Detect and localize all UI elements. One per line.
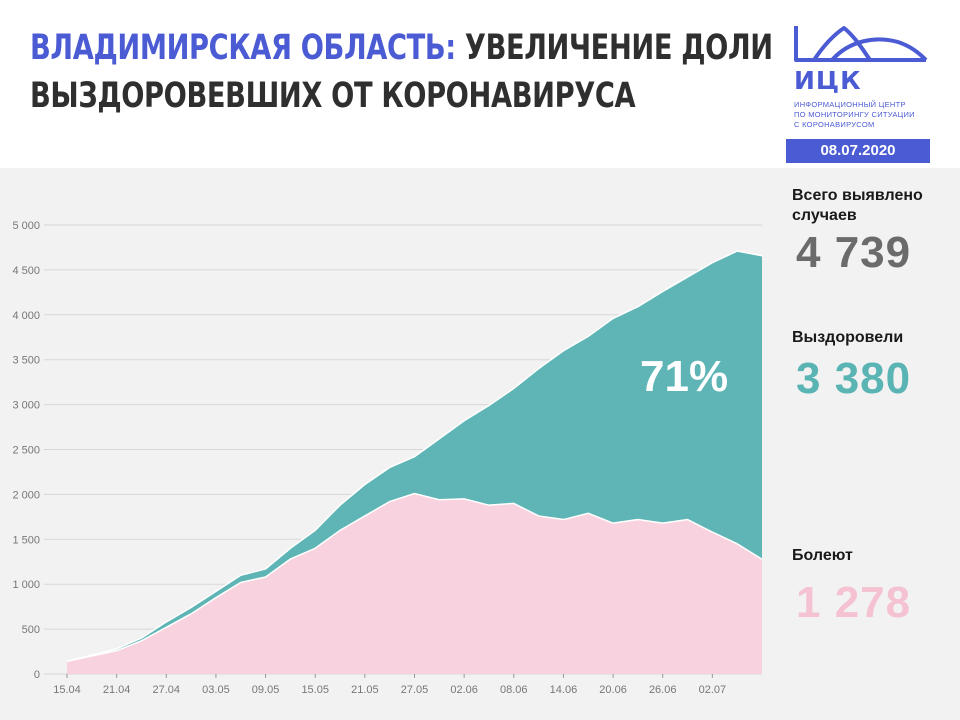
x-tick-label: 21.05 <box>351 684 379 696</box>
x-tick-label: 15.04 <box>53 684 81 696</box>
y-tick-label: 3 500 <box>12 355 40 367</box>
y-tick-label: 2 500 <box>12 445 40 457</box>
page-title: ВЛАДИМИРСКАЯ ОБЛАСТЬ: УВЕЛИЧЕНИЕ ДОЛИ ВЫ… <box>30 24 773 120</box>
recovered-area <box>67 251 762 662</box>
x-tick-label: 02.07 <box>699 684 727 696</box>
logo-subtitle: ИНФОРМАЦИОННЫЙ ЦЕНТР ПО МОНИТОРИНГУ СИТУ… <box>794 100 954 130</box>
logo: ИЦК ИНФОРМАЦИОННЫЙ ЦЕНТР ПО МОНИТОРИНГУ … <box>792 22 942 129</box>
title-region: ВЛАДИМИРСКАЯ ОБЛАСТЬ: <box>30 28 456 68</box>
y-tick-label: 5 000 <box>12 220 40 232</box>
y-tick-label: 4 000 <box>12 310 40 322</box>
header: ВЛАДИМИРСКАЯ ОБЛАСТЬ: УВЕЛИЧЕНИЕ ДОЛИ ВЫ… <box>0 0 960 168</box>
mountain-logo-icon <box>794 26 928 62</box>
sick-value: 1 278 <box>796 578 912 627</box>
y-tick-label: 3 000 <box>12 400 40 412</box>
x-tick-label: 03.05 <box>202 684 230 696</box>
x-tick-label: 26.06 <box>649 684 677 696</box>
y-tick-label: 2 000 <box>12 489 40 501</box>
title-line-2: ВЫЗДОРОВЕВШИХ ОТ КОРОНАВИРУСА <box>30 76 636 116</box>
sick-series-line <box>66 492 763 663</box>
y-tick-label: 4 500 <box>12 265 40 277</box>
recovered-label: Выздоровели <box>792 329 904 346</box>
sick-label: Болеют <box>792 547 853 564</box>
logo-subtitle-line: С КОРОНАВИРУСОМ <box>794 120 875 129</box>
x-tick-label: 14.06 <box>550 684 578 696</box>
title-rest: УВЕЛИЧЕНИЕ ДОЛИ <box>455 28 773 68</box>
x-tick-label: 15.05 <box>301 684 329 696</box>
x-tick-label: 08.06 <box>500 684 528 696</box>
total-series-line <box>66 250 763 663</box>
x-tick-label: 21.04 <box>103 684 131 696</box>
y-tick-label: 0 <box>34 669 40 681</box>
x-tick-label: 27.05 <box>401 684 429 696</box>
total-cases-label: Всего выявлено случаев <box>792 187 923 224</box>
logo-abbreviation: ИЦК <box>794 66 862 95</box>
recovered-value: 3 380 <box>796 354 912 403</box>
x-tick-label: 09.05 <box>252 684 280 696</box>
stacked-area-chart: 0 500 1 000 1 500 2 000 2 500 3 000 3 500 4 000 4… <box>12 220 763 696</box>
x-tick-label: 02.06 <box>450 684 478 696</box>
logo-subtitle-line: ИНФОРМАЦИОННЫЙ ЦЕНТР <box>794 100 906 109</box>
recovered-share-annotation: 71% <box>640 352 729 401</box>
date-badge: 08.07.2020 <box>786 139 930 163</box>
x-tick-label: 20.06 <box>599 684 627 696</box>
y-tick-label: 1 500 <box>12 534 40 546</box>
y-tick-label: 1 000 <box>12 579 40 591</box>
y-tick-label: 500 <box>22 624 40 636</box>
logo-subtitle-line: ПО МОНИТОРИНГУ СИТУАЦИИ <box>794 110 915 119</box>
sick-area <box>67 493 762 674</box>
total-cases-value: 4 739 <box>796 228 912 277</box>
x-tick-label: 27.04 <box>153 684 181 696</box>
